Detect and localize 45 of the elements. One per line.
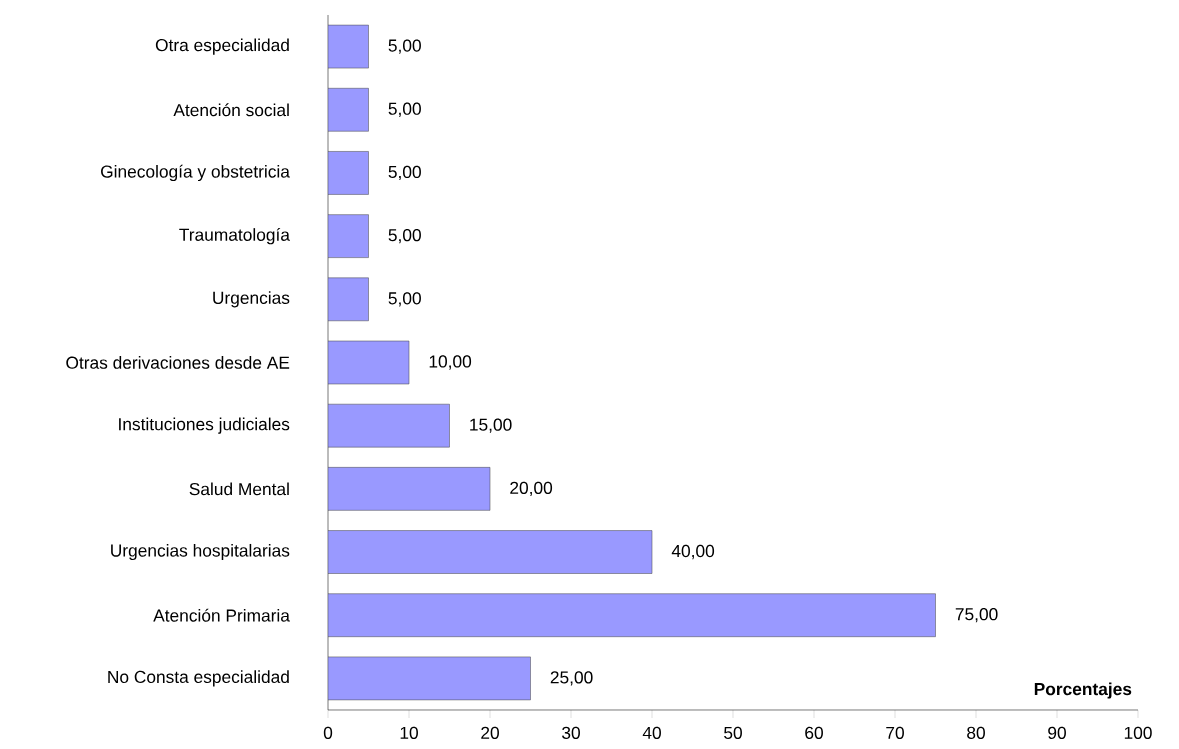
- x-tick-label: 50: [724, 726, 742, 739]
- bar: [328, 467, 491, 511]
- data-label: 15,00: [470, 418, 512, 433]
- y-tick-label: Urgencias: [213, 291, 290, 308]
- bar: [328, 214, 369, 258]
- y-tick-label: No Consta especialidad: [108, 670, 289, 687]
- y-tick-label: Atención social: [173, 103, 289, 117]
- data-label: 5,00: [388, 165, 421, 181]
- x-tick-label: 60: [805, 726, 823, 739]
- y-tick-label: Instituciones judiciales: [119, 417, 290, 434]
- x-tick-label: 20: [481, 726, 499, 739]
- bar: [328, 24, 369, 69]
- y-tick-label: Salud Mental: [189, 482, 289, 496]
- data-label: 75,00: [955, 608, 998, 623]
- x-tick-label: 10: [400, 726, 418, 739]
- y-tick-label: Otra especialidad: [155, 38, 289, 55]
- y-tick-label: Urgencias hospitalarias: [111, 543, 290, 561]
- data-label: 5,00: [388, 39, 421, 54]
- x-tick-label: 80: [967, 726, 985, 739]
- x-tick-label: 90: [1048, 726, 1066, 739]
- data-label: 20,00: [510, 481, 553, 497]
- x-tick-label: 0: [323, 726, 333, 739]
- x-tick-label: 30: [562, 726, 580, 739]
- data-label: 25,00: [550, 671, 593, 686]
- data-label: 5,00: [388, 228, 421, 244]
- bar: [328, 530, 653, 574]
- x-tick-label: 100: [1124, 726, 1152, 739]
- data-label: 5,00: [388, 102, 421, 117]
- y-tick-label: Atención Primaria: [153, 608, 290, 622]
- y-tick-label: Otras derivaciones desde AE: [66, 356, 290, 369]
- data-label: 5,00: [388, 292, 421, 307]
- y-tick-label: Traumatología: [179, 227, 290, 245]
- bar: [328, 88, 369, 132]
- bar: [328, 340, 410, 385]
- bar: [328, 277, 369, 322]
- x-axis-title: Porcentajes: [1034, 682, 1132, 699]
- x-tick-label: 40: [642, 726, 661, 739]
- data-label: 10,00: [429, 355, 472, 370]
- y-tick-label: Ginecología y obstetricia: [101, 164, 290, 182]
- bar: [328, 593, 936, 637]
- x-tick-label: 70: [886, 726, 904, 739]
- bar: [328, 656, 531, 701]
- data-label: 40,00: [671, 544, 715, 560]
- bar: [328, 403, 450, 448]
- bar: [328, 151, 369, 195]
